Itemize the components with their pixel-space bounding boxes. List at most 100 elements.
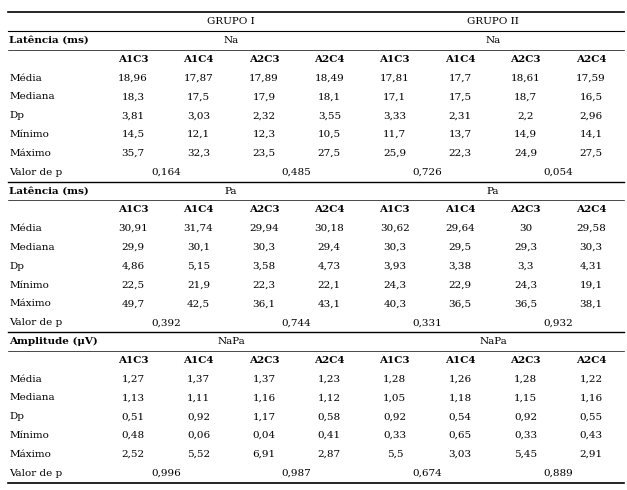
Text: 38,1: 38,1 [579, 299, 603, 308]
Text: A2C4: A2C4 [576, 205, 606, 214]
Text: A1C3: A1C3 [379, 356, 410, 365]
Text: 17,5: 17,5 [187, 93, 210, 101]
Text: 42,5: 42,5 [187, 299, 210, 308]
Text: 18,96: 18,96 [118, 74, 148, 83]
Text: 2,96: 2,96 [579, 111, 603, 120]
Text: Dp: Dp [9, 262, 24, 271]
Text: 1,11: 1,11 [187, 393, 210, 402]
Text: 18,49: 18,49 [315, 74, 344, 83]
Text: 29,4: 29,4 [318, 243, 341, 252]
Text: 2,32: 2,32 [252, 111, 275, 120]
Text: Média: Média [9, 74, 42, 83]
Text: 29,94: 29,94 [249, 224, 279, 233]
Text: 2,91: 2,91 [579, 450, 603, 459]
Text: A2C3: A2C3 [249, 205, 279, 214]
Text: A1C3: A1C3 [118, 55, 149, 64]
Text: 25,9: 25,9 [383, 149, 406, 158]
Text: 3,03: 3,03 [187, 111, 210, 120]
Text: 1,26: 1,26 [449, 375, 472, 384]
Text: 0,41: 0,41 [318, 431, 341, 440]
Text: 17,7: 17,7 [449, 74, 472, 83]
Text: 17,1: 17,1 [383, 93, 406, 101]
Text: Na: Na [485, 36, 500, 45]
Text: 3,58: 3,58 [252, 262, 275, 271]
Text: A2C3: A2C3 [249, 356, 279, 365]
Text: 30: 30 [519, 224, 532, 233]
Text: 1,28: 1,28 [514, 375, 537, 384]
Text: 29,58: 29,58 [576, 224, 606, 233]
Text: 3,03: 3,03 [449, 450, 472, 459]
Text: 18,61: 18,61 [511, 74, 540, 83]
Text: 3,38: 3,38 [449, 262, 472, 271]
Text: 3,93: 3,93 [383, 262, 406, 271]
Text: 24,3: 24,3 [514, 281, 537, 290]
Text: A2C4: A2C4 [576, 55, 606, 64]
Text: NaPa: NaPa [218, 337, 245, 346]
Text: Máximo: Máximo [9, 450, 51, 459]
Text: 22,5: 22,5 [122, 281, 145, 290]
Text: 1,27: 1,27 [122, 375, 145, 384]
Text: 30,62: 30,62 [380, 224, 409, 233]
Text: 14,9: 14,9 [514, 130, 537, 139]
Text: A1C4: A1C4 [183, 356, 214, 365]
Text: 40,3: 40,3 [383, 299, 406, 308]
Text: 1,16: 1,16 [252, 393, 275, 402]
Text: A2C3: A2C3 [249, 55, 279, 64]
Text: 22,3: 22,3 [252, 281, 275, 290]
Text: 1,28: 1,28 [383, 375, 406, 384]
Text: Valor de p: Valor de p [9, 318, 63, 327]
Text: 17,89: 17,89 [249, 74, 279, 83]
Text: Amplitude (μV): Amplitude (μV) [9, 337, 98, 346]
Text: 1,12: 1,12 [318, 393, 341, 402]
Text: A2C4: A2C4 [314, 55, 345, 64]
Text: 24,9: 24,9 [514, 149, 537, 158]
Text: Mínimo: Mínimo [9, 281, 50, 290]
Text: 0,392: 0,392 [151, 318, 181, 327]
Text: 1,22: 1,22 [579, 375, 603, 384]
Text: 27,5: 27,5 [318, 149, 341, 158]
Text: 5,45: 5,45 [514, 450, 537, 459]
Text: 0,92: 0,92 [514, 412, 537, 421]
Text: 30,91: 30,91 [118, 224, 148, 233]
Text: 0,987: 0,987 [282, 469, 312, 478]
Text: 1,23: 1,23 [318, 375, 341, 384]
Text: 0,674: 0,674 [413, 469, 443, 478]
Text: 4,86: 4,86 [122, 262, 145, 271]
Text: 4,31: 4,31 [579, 262, 603, 271]
Text: 43,1: 43,1 [318, 299, 341, 308]
Text: Latência (ms): Latência (ms) [9, 187, 89, 196]
Text: 23,5: 23,5 [252, 149, 275, 158]
Text: 10,5: 10,5 [318, 130, 341, 139]
Text: 1,37: 1,37 [252, 375, 275, 384]
Text: 0,485: 0,485 [282, 168, 312, 177]
Text: 3,81: 3,81 [122, 111, 145, 120]
Text: 2,2: 2,2 [517, 111, 534, 120]
Text: 29,3: 29,3 [514, 243, 537, 252]
Text: Máximo: Máximo [9, 149, 51, 158]
Text: 16,5: 16,5 [579, 93, 603, 101]
Text: Mediana: Mediana [9, 243, 55, 252]
Text: A1C4: A1C4 [445, 55, 475, 64]
Text: 0,932: 0,932 [544, 318, 573, 327]
Text: 0,55: 0,55 [579, 412, 603, 421]
Text: 27,5: 27,5 [579, 149, 603, 158]
Text: A1C4: A1C4 [183, 55, 214, 64]
Text: 3,3: 3,3 [517, 262, 534, 271]
Text: 2,52: 2,52 [122, 450, 145, 459]
Text: 14,1: 14,1 [579, 130, 603, 139]
Text: 32,3: 32,3 [187, 149, 210, 158]
Text: 1,17: 1,17 [252, 412, 275, 421]
Text: 5,15: 5,15 [187, 262, 210, 271]
Text: 18,7: 18,7 [514, 93, 537, 101]
Text: 30,3: 30,3 [252, 243, 275, 252]
Text: 35,7: 35,7 [122, 149, 145, 158]
Text: Média: Média [9, 224, 42, 233]
Text: 5,5: 5,5 [387, 450, 403, 459]
Text: 36,5: 36,5 [449, 299, 472, 308]
Text: 0,43: 0,43 [579, 431, 603, 440]
Text: Mediana: Mediana [9, 393, 55, 402]
Text: 21,9: 21,9 [187, 281, 210, 290]
Text: 17,59: 17,59 [576, 74, 606, 83]
Text: Mínimo: Mínimo [9, 130, 50, 139]
Text: 5,52: 5,52 [187, 450, 210, 459]
